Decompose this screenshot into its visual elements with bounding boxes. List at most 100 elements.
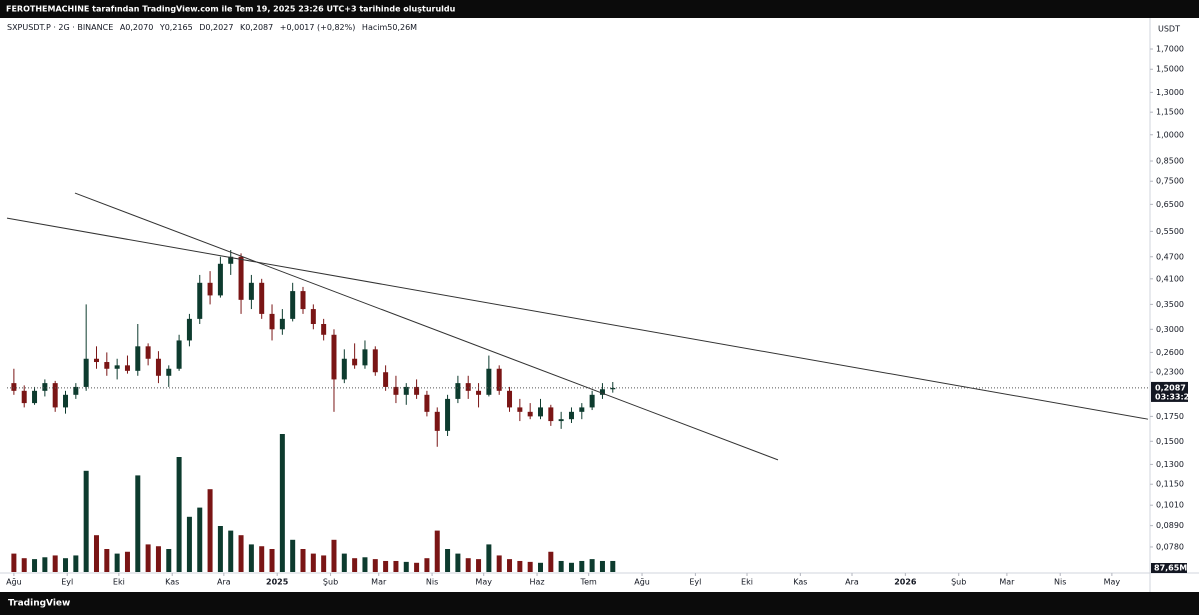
- x-tick-label: Eki: [113, 578, 125, 587]
- y-tick-label: 0,5500: [1156, 227, 1184, 236]
- candle-body: [414, 386, 420, 395]
- candle-body: [93, 358, 99, 363]
- y-tick-label: 0,7500: [1156, 177, 1184, 186]
- volume-bar: [186, 516, 192, 572]
- x-tick-label: Nis: [426, 578, 438, 587]
- candle-body: [445, 398, 451, 431]
- candle-body: [403, 386, 409, 395]
- x-tick-label: Haz: [529, 578, 544, 587]
- x-tick-label: 2025: [266, 578, 289, 587]
- volume-bar: [321, 555, 327, 572]
- candle-body: [83, 358, 89, 387]
- legend-item: K0,2087: [240, 23, 273, 32]
- header-bar: [0, 0, 1199, 18]
- x-tick-label: 2026: [894, 578, 917, 587]
- volume-bar: [352, 558, 358, 572]
- candle-body: [537, 407, 543, 417]
- volume-bar: [269, 549, 275, 572]
- volume-bar: [104, 549, 110, 572]
- candle-body: [568, 411, 574, 420]
- legend: SXPUSDT.P · 2G · BINANCE A0,2070 Y0,2165…: [7, 23, 417, 32]
- volume-bar: [558, 560, 564, 572]
- y-tick-label: 0,1750: [1156, 412, 1184, 421]
- candle-body: [548, 407, 554, 422]
- volume-bar: [238, 535, 244, 572]
- volume-bar: [610, 560, 616, 572]
- x-tick-label: Mar: [999, 578, 1015, 587]
- volume-bar: [445, 549, 451, 572]
- y-tick-label: 0,1300: [1156, 460, 1184, 469]
- trendline: [74, 192, 779, 461]
- y-tick-label: 1,7000: [1156, 45, 1184, 54]
- candle-body: [362, 349, 368, 366]
- candle-body: [104, 362, 110, 369]
- candle-body: [217, 263, 223, 296]
- volume-bar: [599, 560, 605, 572]
- volume-axis-label: 87,65M: [1154, 564, 1187, 573]
- volume-bar: [135, 475, 141, 572]
- volume-bar: [310, 553, 316, 572]
- candle-body: [248, 282, 254, 300]
- volume-bar: [42, 557, 48, 572]
- x-tick-label: Şub: [951, 578, 966, 587]
- candle-body: [434, 411, 440, 431]
- candle-body: [73, 386, 79, 395]
- candle-body: [321, 323, 327, 335]
- y-tick-label: 1,5000: [1156, 65, 1184, 74]
- candle-body: [42, 383, 48, 391]
- candle-body: [486, 368, 492, 395]
- volume-bar: [486, 544, 492, 572]
- volume-bar: [403, 561, 409, 572]
- candle-body: [290, 291, 296, 319]
- x-tick-label: Ağu: [634, 578, 650, 587]
- volume-bar: [579, 560, 585, 572]
- candle-body: [186, 318, 192, 341]
- candle-body: [476, 390, 482, 395]
- volume-bar: [496, 555, 502, 572]
- candle-body: [383, 372, 389, 387]
- candle-body: [207, 282, 213, 296]
- volume-bar: [114, 553, 120, 572]
- candle-body: [279, 318, 285, 330]
- volume-bar: [393, 560, 399, 572]
- x-tick-label: Mar: [371, 578, 387, 587]
- candle-body: [124, 365, 130, 371]
- volume-bar: [589, 559, 595, 572]
- x-tick-label: Eki: [741, 578, 753, 587]
- currency-label: USDT: [1158, 25, 1180, 34]
- candle-body: [52, 383, 58, 408]
- candle-body: [341, 358, 347, 380]
- x-tick-label: Nis: [1054, 578, 1066, 587]
- candle-body: [166, 368, 172, 376]
- trendline: [6, 217, 1149, 420]
- candle-body: [269, 313, 275, 330]
- candle-body: [465, 383, 471, 391]
- volume-bar: [176, 457, 182, 572]
- x-tick-label: Ara: [217, 578, 231, 587]
- y-tick-label: 0,1150: [1156, 480, 1184, 489]
- volume-bar: [93, 535, 99, 572]
- candle-body: [259, 282, 265, 314]
- volume-bar: [548, 551, 554, 572]
- y-tick-label: 0,6500: [1156, 200, 1184, 209]
- volume-bar: [362, 557, 368, 572]
- x-tick-label: Kas: [165, 578, 179, 587]
- volume-bar: [414, 562, 420, 572]
- candle-body: [589, 394, 595, 408]
- volume-bar: [331, 539, 337, 572]
- y-tick-label: 0,0890: [1156, 521, 1184, 530]
- x-tick-label: Ara: [845, 578, 859, 587]
- candle-body: [176, 340, 182, 369]
- volume-bar: [424, 558, 430, 572]
- volume-bar: [507, 559, 513, 572]
- symbol-title: SXPUSDT.P · 2G · BINANCE: [7, 23, 113, 32]
- volume-bar: [217, 526, 223, 572]
- x-tick-label: Şub: [323, 578, 338, 587]
- candle-body: [228, 256, 234, 264]
- candle-body: [455, 383, 461, 399]
- y-tick-label: 1,3000: [1156, 88, 1184, 97]
- volume-bar: [527, 561, 533, 572]
- y-tick-label: 0,4100: [1156, 274, 1184, 283]
- volume-bar: [279, 434, 285, 572]
